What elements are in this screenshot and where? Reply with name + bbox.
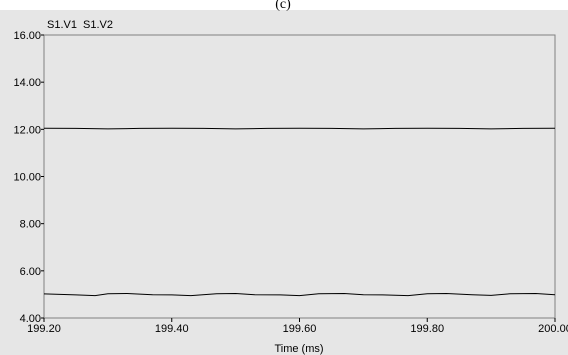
x-axis-title: Time (ms) [274,343,323,355]
x-axis: 199.20 199.40 199.60 199.80 200.00 [27,318,568,335]
y-tick-label: 14.00 [13,77,41,89]
legend-entry: S1.V1 [47,19,77,31]
x-tick-label: 199.60 [283,323,317,335]
plot-area [43,34,556,319]
x-tick-label: 199.40 [155,323,189,335]
y-tick-label: 6.00 [20,266,41,278]
x-tick-label: 200.00 [538,323,568,335]
x-tick-label: 199.20 [27,323,61,335]
y-tick-label: 8.00 [20,219,41,231]
series-line-s1-v2 [43,292,556,297]
x-tick-label: 199.80 [410,323,444,335]
y-tick-label: 4.00 [20,313,41,325]
figure-caption: (c) [275,0,291,12]
legend-entry: S1.V2 [83,19,113,31]
y-tick-label: 10.00 [13,172,41,184]
series-lines [43,127,556,297]
series-line-s1-v1 [43,127,556,130]
legend: S1.V1 S1.V2 [47,19,113,31]
y-tick-label: 12.00 [13,124,41,136]
y-axis: 4.00 6.00 8.00 10.00 12.00 14.00 16.00 [13,30,44,325]
y-tick-label: 16.00 [13,30,41,42]
